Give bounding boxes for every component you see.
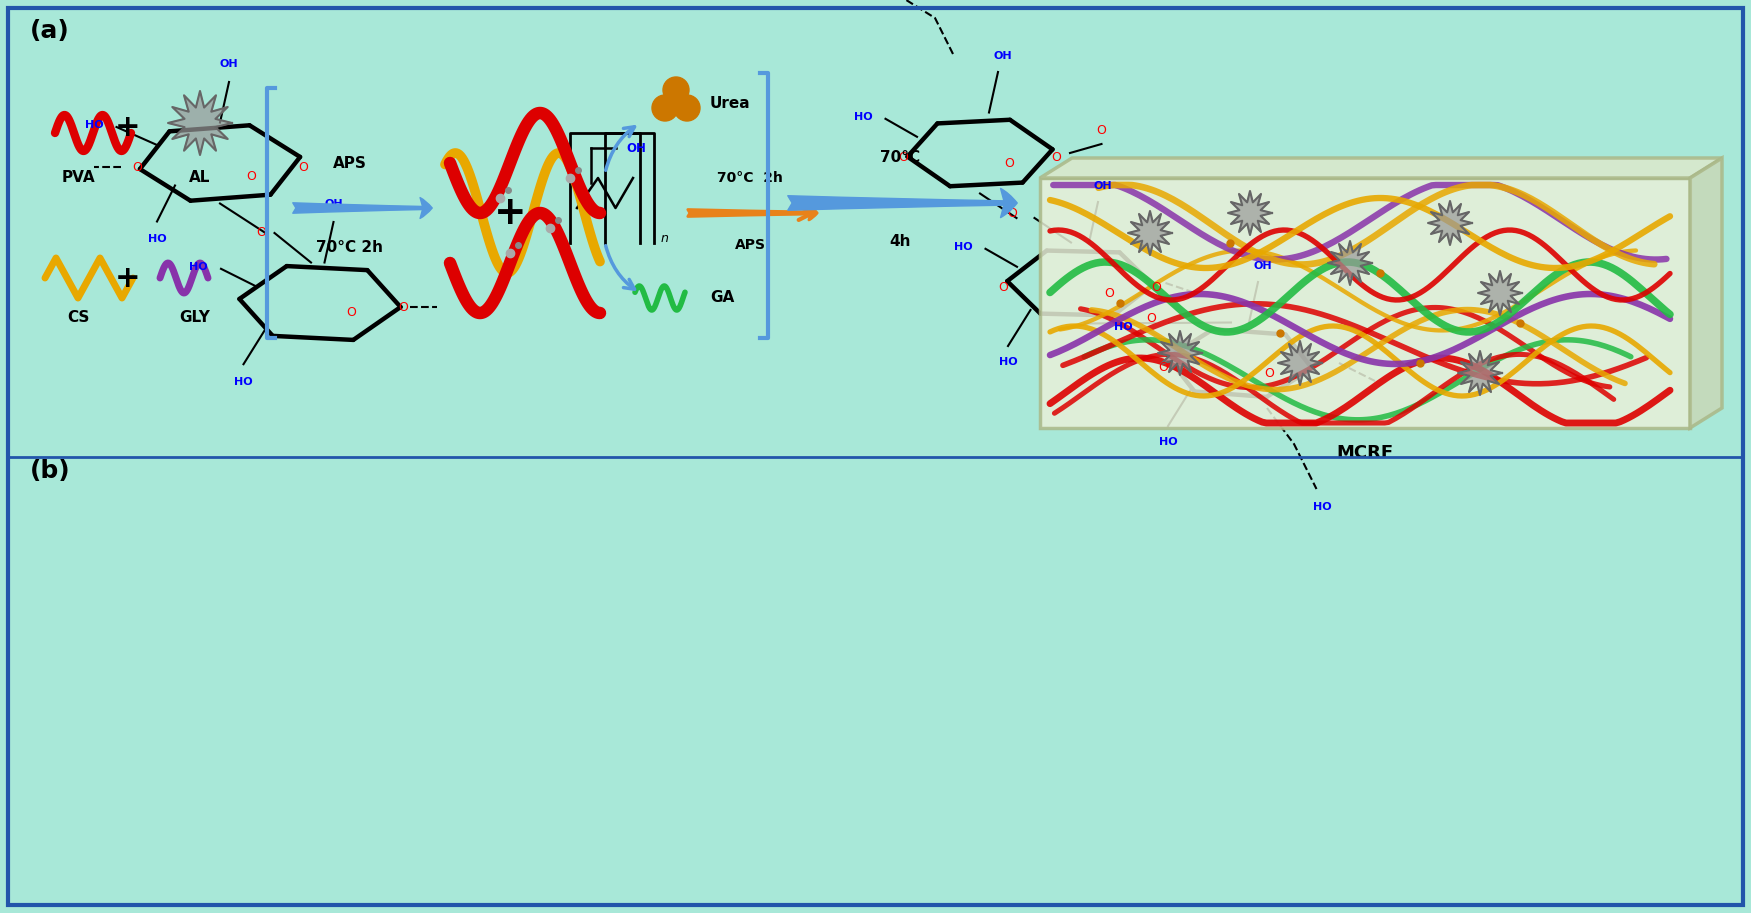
Text: 70°C  2h: 70°C 2h xyxy=(718,171,783,185)
Polygon shape xyxy=(1459,351,1502,395)
Text: AL: AL xyxy=(189,171,210,185)
Text: 70°C: 70°C xyxy=(881,151,919,165)
Text: O: O xyxy=(1264,367,1273,381)
Text: HO: HO xyxy=(84,121,103,131)
Text: OH: OH xyxy=(324,199,343,209)
Text: HO: HO xyxy=(189,262,208,272)
Circle shape xyxy=(651,95,678,121)
Text: 4h: 4h xyxy=(890,234,911,248)
Polygon shape xyxy=(1278,341,1322,385)
Text: HO: HO xyxy=(954,242,972,252)
Text: HO: HO xyxy=(1159,437,1177,447)
Polygon shape xyxy=(1157,331,1201,375)
Circle shape xyxy=(674,95,700,121)
Text: O: O xyxy=(1007,207,1017,220)
Text: +: + xyxy=(116,264,140,292)
Text: Urea: Urea xyxy=(709,96,751,110)
Text: O: O xyxy=(1159,361,1168,374)
Text: HO: HO xyxy=(1313,502,1333,512)
Text: O: O xyxy=(1147,312,1156,325)
Text: OH: OH xyxy=(627,142,646,154)
Text: MCRF: MCRF xyxy=(1336,444,1394,462)
Text: APS: APS xyxy=(734,238,765,252)
Polygon shape xyxy=(168,91,231,155)
Text: O: O xyxy=(1003,157,1014,171)
Polygon shape xyxy=(1690,158,1721,428)
Text: (a): (a) xyxy=(30,19,70,43)
Text: OH: OH xyxy=(219,59,238,69)
Polygon shape xyxy=(1429,201,1473,245)
Text: HO: HO xyxy=(998,357,1017,367)
Text: O: O xyxy=(1096,124,1107,137)
Text: n: n xyxy=(660,232,669,245)
Circle shape xyxy=(664,77,688,103)
Text: O: O xyxy=(397,301,408,314)
Text: O: O xyxy=(1103,288,1114,300)
Text: GLY: GLY xyxy=(180,310,210,326)
Text: OH: OH xyxy=(1254,261,1271,271)
Text: (b): (b) xyxy=(30,459,70,483)
Text: O: O xyxy=(1052,151,1061,164)
Text: O: O xyxy=(298,161,308,174)
Text: O: O xyxy=(998,281,1009,294)
Text: CS: CS xyxy=(67,310,89,326)
Polygon shape xyxy=(1128,211,1171,255)
Polygon shape xyxy=(1040,178,1690,428)
Text: HO: HO xyxy=(147,235,166,245)
Text: GA: GA xyxy=(709,290,734,306)
Text: O: O xyxy=(1152,281,1161,294)
Polygon shape xyxy=(1040,158,1721,178)
Text: +: + xyxy=(116,113,140,142)
Polygon shape xyxy=(1227,191,1271,235)
Text: O: O xyxy=(247,170,256,183)
Text: APS: APS xyxy=(333,155,368,171)
Text: PVA: PVA xyxy=(61,171,95,185)
Text: HO: HO xyxy=(235,377,252,387)
Text: +: + xyxy=(494,194,527,232)
Text: O: O xyxy=(133,161,142,174)
Text: O: O xyxy=(347,306,357,319)
Text: OH: OH xyxy=(993,51,1012,61)
Text: 70°C 2h: 70°C 2h xyxy=(317,240,383,256)
Text: HO: HO xyxy=(854,112,872,122)
Text: O: O xyxy=(898,151,909,164)
Text: OH: OH xyxy=(1093,181,1112,191)
Text: O: O xyxy=(256,226,266,239)
Polygon shape xyxy=(1327,241,1373,285)
Polygon shape xyxy=(1478,271,1522,315)
Text: HO: HO xyxy=(1114,322,1133,332)
